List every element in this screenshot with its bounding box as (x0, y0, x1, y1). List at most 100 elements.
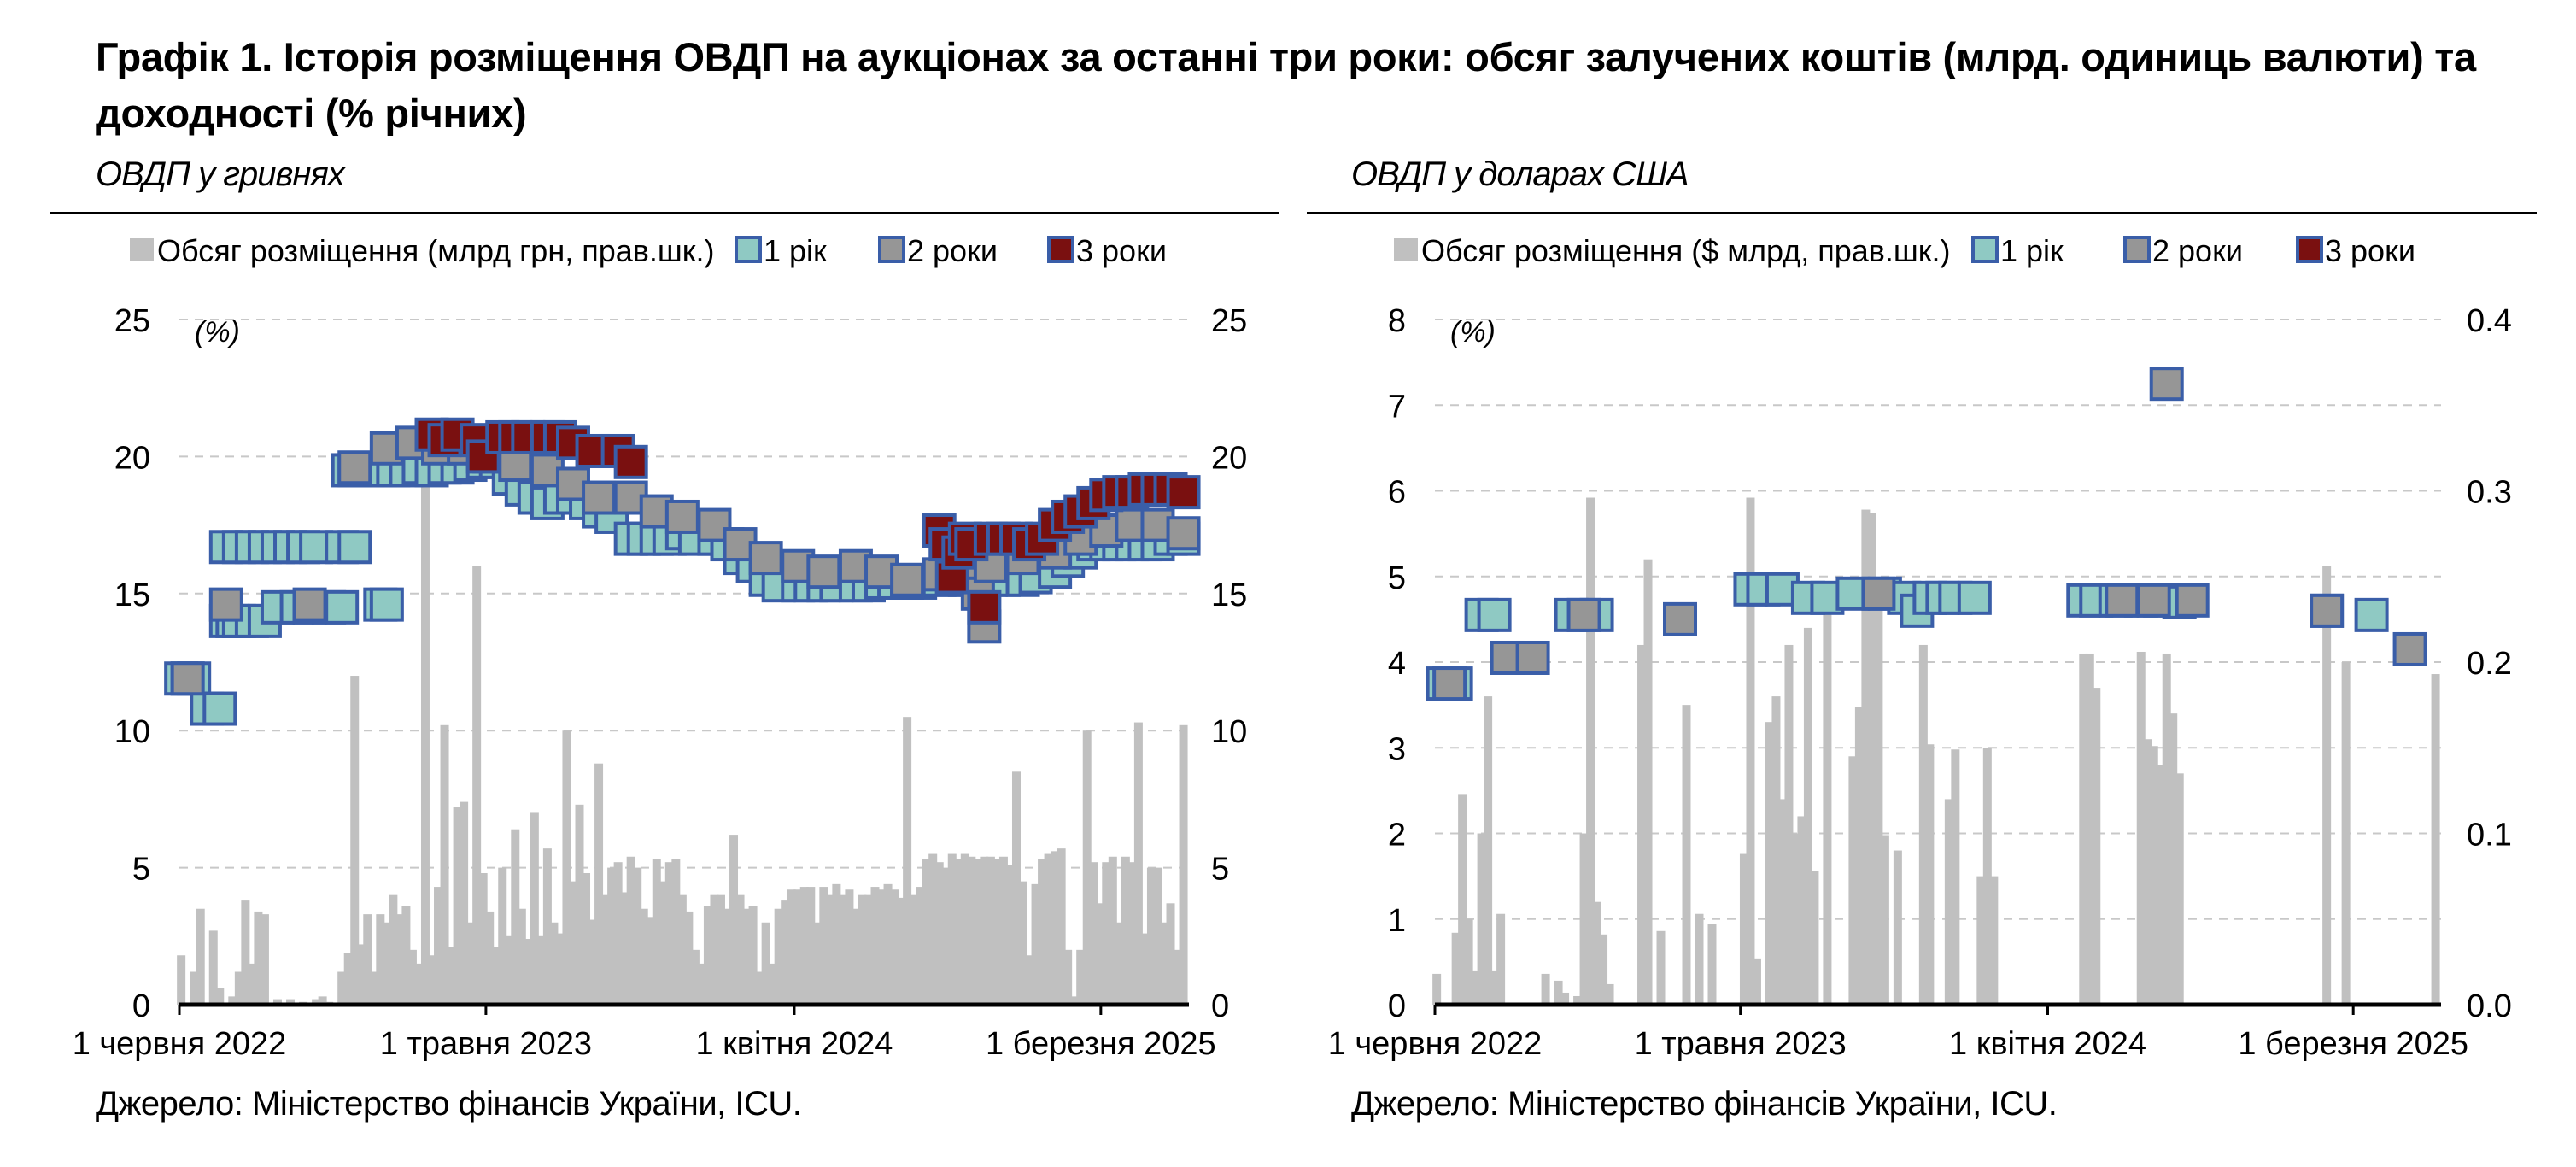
volume-bar (1752, 958, 1761, 1005)
yield-marker (2136, 583, 2171, 618)
volume-bar (1127, 862, 1137, 1005)
volume-bar (247, 963, 256, 1005)
volume-bar (742, 908, 752, 1005)
volume-bar (1005, 865, 1015, 1005)
y-tick-label-left: 3 (1388, 731, 1406, 767)
yield-marker (806, 554, 841, 589)
volume-bar (1173, 949, 1182, 1005)
volume-bar (2341, 662, 2351, 1005)
volume-bar (350, 676, 360, 1005)
volume-bar (517, 908, 526, 1005)
y-tick-label-right: 0 (1211, 988, 1229, 1024)
volume-bar (716, 894, 725, 1005)
volume-bar (690, 949, 700, 1005)
volume-bar (1121, 856, 1130, 1005)
volume-bar (1739, 853, 1748, 1005)
legend-swatch-volume (130, 238, 154, 261)
volume-bar (549, 922, 559, 1005)
volume-bar (1153, 867, 1162, 1005)
y-unit-label: (%) (195, 316, 240, 349)
volume-bar (870, 887, 880, 1005)
y-tick-label-right: 15 (1211, 578, 1247, 613)
volume-bar (536, 935, 546, 1005)
volume-bar (1823, 610, 1832, 1005)
volume-bar (877, 889, 887, 1005)
volume-bar (1089, 862, 1098, 1005)
legend-label: 3 роки (2325, 233, 2415, 268)
volume-bar (613, 862, 623, 1005)
volume-bar (992, 859, 1002, 1005)
volume-bar (607, 867, 617, 1005)
volume-bar (1038, 859, 1047, 1005)
volume-bar (1146, 867, 1156, 1005)
yield-marker (292, 587, 327, 622)
yield-marker (208, 587, 243, 622)
x-tick-label: 1 травня 2023 (1635, 1026, 1847, 1062)
volume-bar (524, 939, 533, 1005)
yield-marker (2354, 597, 2389, 632)
volume-bar (1554, 980, 1563, 1005)
volume-bar (1605, 983, 1614, 1005)
y-tick-label-right: 0.4 (2467, 303, 2512, 339)
volume-bar (2322, 566, 2332, 1005)
y-tick-label-left: 15 (114, 578, 150, 613)
yield-marker (1861, 576, 1896, 611)
yield-marker (748, 541, 783, 576)
volume-bar (646, 917, 655, 1005)
volume-bar (954, 859, 963, 1005)
yield-marker (1663, 601, 1698, 636)
volume-bar (620, 892, 629, 1005)
volume-bar (234, 971, 243, 1005)
volume-bar (1560, 992, 1570, 1005)
volume-bar (337, 971, 347, 1005)
volume-bar (967, 856, 976, 1005)
volume-bar (215, 988, 225, 1005)
y-tick-label-left: 20 (114, 440, 150, 476)
legend-label: 1 рік (2000, 233, 2064, 268)
x-tick-label: 1 квітня 2024 (1949, 1026, 2146, 1062)
volume-bar (1133, 722, 1143, 1005)
volume-bar (208, 930, 218, 1005)
legend-swatch-series (2123, 236, 2151, 263)
volume-bar (684, 911, 694, 1005)
volume-bar (465, 922, 475, 1005)
volume-bar (1918, 644, 1928, 1005)
volume-bar (703, 906, 712, 1005)
legend-swatch-series (1971, 236, 1999, 263)
yield-marker (1957, 580, 1992, 615)
volume-bar (960, 853, 969, 1005)
right-panel-rule (1307, 212, 2537, 214)
volume-bar (986, 856, 995, 1005)
volume-bar (664, 862, 674, 1005)
legend-label: 1 рік (764, 233, 827, 268)
volume-bar (1490, 970, 1499, 1005)
right-panel-subtitle: ОВДП у доларах США (1351, 155, 1689, 193)
volume-bar (511, 829, 520, 1005)
y-tick-label-left: 25 (114, 303, 150, 339)
legend-swatch-series (735, 236, 762, 263)
volume-bar (1018, 881, 1027, 1005)
x-tick-label: 1 червня 2022 (73, 1026, 287, 1062)
yield-marker (1432, 666, 1467, 701)
volume-bar (1458, 794, 1467, 1005)
y-tick-label-left: 6 (1388, 475, 1406, 511)
volume-bar (389, 894, 398, 1005)
yield-marker (337, 450, 372, 485)
volume-bar (401, 906, 411, 1005)
volume-bar (1989, 876, 1999, 1005)
volume-bar (858, 894, 867, 1005)
volume-bar (594, 763, 604, 1005)
legend-label: 2 роки (2152, 233, 2243, 268)
yield-marker (369, 587, 404, 622)
volume-bar (1982, 748, 1992, 1005)
y-tick-label-left: 2 (1388, 818, 1406, 853)
volume-bar (748, 906, 758, 1005)
volume-bar (504, 935, 513, 1005)
volume-bar (903, 717, 912, 1005)
yield-marker (170, 661, 205, 696)
volume-bar (755, 971, 764, 1005)
volume-bar (343, 953, 353, 1005)
volume-bar (633, 867, 642, 1005)
y-tick-label-left: 5 (1388, 560, 1406, 596)
volume-bar (177, 955, 186, 1005)
